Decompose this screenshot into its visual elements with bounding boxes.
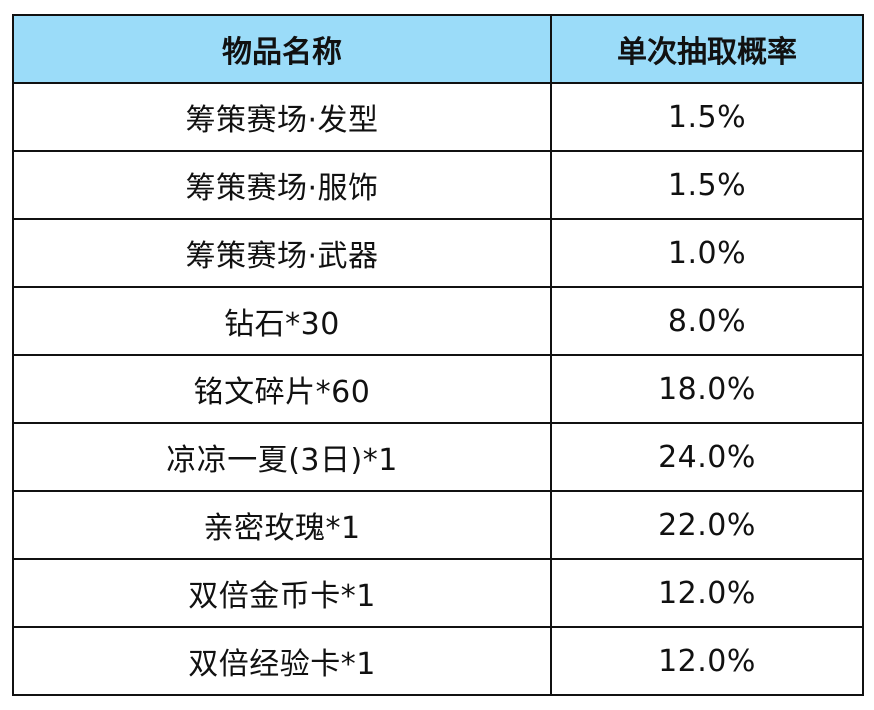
header-draw-probability: 单次抽取概率 xyxy=(550,14,864,84)
probability-cell: 24.0% xyxy=(550,422,864,492)
item-name-cell: 筹策赛场·发型 xyxy=(12,82,552,152)
item-name-cell: 铭文碎片*60 xyxy=(12,354,552,424)
item-name-cell: 筹策赛场·服饰 xyxy=(12,150,552,220)
table-row: 双倍金币卡*1 12.0% xyxy=(12,558,864,628)
item-name-cell: 筹策赛场·武器 xyxy=(12,218,552,288)
probability-cell: 12.0% xyxy=(550,558,864,628)
table-row: 筹策赛场·武器 1.0% xyxy=(12,218,864,288)
probability-cell: 8.0% xyxy=(550,286,864,356)
table-row: 筹策赛场·发型 1.5% xyxy=(12,82,864,152)
table-row: 铭文碎片*60 18.0% xyxy=(12,354,864,424)
table-row: 双倍经验卡*1 12.0% xyxy=(12,626,864,696)
probability-table-container: 物品名称 单次抽取概率 筹策赛场·发型 1.5% 筹策赛场·服饰 1.5% 筹策… xyxy=(12,14,864,696)
probability-cell: 12.0% xyxy=(550,626,864,696)
item-name-cell: 凉凉一夏(3日)*1 xyxy=(12,422,552,492)
table-row: 钻石*30 8.0% xyxy=(12,286,864,356)
item-name-cell: 双倍金币卡*1 xyxy=(12,558,552,628)
item-name-cell: 钻石*30 xyxy=(12,286,552,356)
probability-cell: 22.0% xyxy=(550,490,864,560)
header-item-name: 物品名称 xyxy=(12,14,552,84)
probability-cell: 18.0% xyxy=(550,354,864,424)
probability-table: 物品名称 单次抽取概率 筹策赛场·发型 1.5% 筹策赛场·服饰 1.5% 筹策… xyxy=(12,14,864,696)
table-row: 筹策赛场·服饰 1.5% xyxy=(12,150,864,220)
table-row: 亲密玫瑰*1 22.0% xyxy=(12,490,864,560)
table-row: 凉凉一夏(3日)*1 24.0% xyxy=(12,422,864,492)
item-name-cell: 双倍经验卡*1 xyxy=(12,626,552,696)
table-header-row: 物品名称 单次抽取概率 xyxy=(12,14,864,84)
probability-cell: 1.5% xyxy=(550,82,864,152)
probability-cell: 1.0% xyxy=(550,218,864,288)
probability-cell: 1.5% xyxy=(550,150,864,220)
item-name-cell: 亲密玫瑰*1 xyxy=(12,490,552,560)
